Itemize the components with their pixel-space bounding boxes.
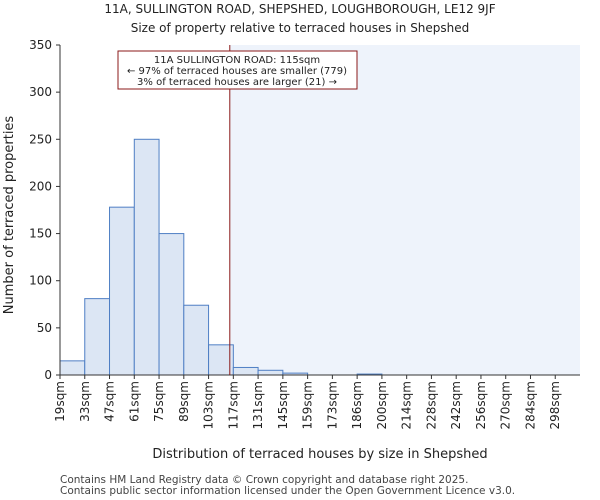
bar-75sqm — [158, 233, 185, 376]
y-tick-label-150: 150 — [29, 227, 52, 241]
x-tick-label-284sqm: 284sqm — [523, 381, 537, 429]
x-tick-label-75sqm: 75sqm — [152, 381, 166, 422]
x-tick-label-186sqm: 186sqm — [350, 381, 364, 429]
plot-area: 0 50 100 150 200 250 300 350 19sqm 33sqm 47sqm 61sq… — [29, 38, 581, 429]
y-tick-label-100: 100 — [29, 274, 52, 288]
x-tick-label-47sqm: 47sqm — [103, 381, 117, 422]
x-tick-label-256sqm: 256sqm — [474, 381, 488, 429]
x-tick-label-298sqm: 298sqm — [548, 381, 562, 429]
y-tick-label-250: 250 — [29, 132, 52, 146]
x-tick-label-117sqm: 117sqm — [226, 381, 240, 429]
annotation-line1: 11A SULLINGTON ROAD: 115sqm — [154, 55, 320, 66]
annotation-line3: 3% of terraced houses are larger (21) → — [137, 77, 337, 88]
bar-19sqm — [59, 360, 86, 376]
bar-117sqm — [232, 366, 259, 376]
annotation-frame — [117, 50, 358, 90]
x-tick-label-242sqm: 242sqm — [449, 381, 463, 429]
x-tick-label-19sqm: 19sqm — [53, 381, 67, 422]
x-tick-label-89sqm: 89sqm — [177, 381, 191, 422]
y-tick-label-50: 50 — [37, 321, 52, 335]
bar-61sqm — [133, 138, 160, 376]
bar-131sqm — [257, 369, 284, 376]
y-tick-label-200: 200 — [29, 179, 52, 193]
y-tick-label-0: 0 — [44, 368, 52, 382]
x-axis-title: Distribution of terraced houses by size … — [152, 447, 487, 462]
x-tick-label-270sqm: 270sqm — [499, 381, 513, 429]
y-axis-title: Number of terraced properties — [2, 116, 17, 315]
bar-103sqm — [208, 344, 234, 376]
footer-line1: Contains HM Land Registry data © Crown c… — [60, 474, 468, 486]
x-tick-label-173sqm: 173sqm — [325, 381, 339, 429]
bar-89sqm — [183, 304, 210, 376]
bar-33sqm — [84, 298, 111, 376]
x-tick-label-131sqm: 131sqm — [251, 381, 265, 429]
x-tick-label-159sqm: 159sqm — [301, 381, 315, 429]
annotation-line2: ← 97% of terraced houses are smaller (77… — [127, 66, 347, 77]
bar-47sqm — [109, 206, 135, 376]
x-tick-label-228sqm: 228sqm — [424, 381, 438, 429]
annotation-box: 11A SULLINGTON ROAD: 115sqm ← 97% of ter… — [117, 50, 358, 90]
x-tick-label-145sqm: 145sqm — [276, 381, 290, 429]
y-tick-label-300: 300 — [29, 85, 52, 99]
y-tick-label-350: 350 — [29, 38, 52, 52]
chart-title-line2: Size of property relative to terraced ho… — [131, 21, 470, 35]
x-tick-label-200sqm: 200sqm — [375, 381, 389, 429]
x-tick-label-214sqm: 214sqm — [400, 381, 414, 429]
footer-line2: Contains public sector information licen… — [60, 485, 515, 497]
x-tick-label-103sqm: 103sqm — [202, 381, 216, 429]
x-tick-label-61sqm: 61sqm — [127, 381, 141, 422]
larger-region-shade — [229, 45, 581, 375]
chart-title-line1: 11A, SULLINGTON ROAD, SHEPSHED, LOUGHBOR… — [104, 2, 495, 16]
x-tick-label-33sqm: 33sqm — [78, 381, 92, 422]
